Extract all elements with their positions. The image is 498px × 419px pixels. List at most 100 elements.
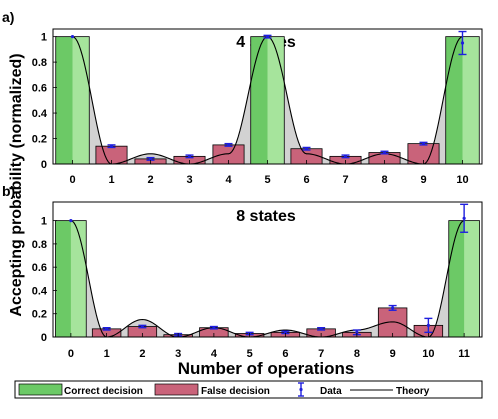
y-tick-label: 0.2 [32,134,47,146]
data-marker [421,142,426,146]
x-tick-label: 6 [303,174,309,186]
x-tick-label: 5 [264,174,270,186]
data-point [224,142,233,147]
x-tick-label: 10 [422,348,434,360]
data-point [302,146,311,151]
y-tick-label: 0.4 [32,108,48,120]
legend-correct-swatch [18,383,63,396]
y-tick-label: 0.2 [32,309,47,321]
y-tick-label: 1 [41,32,47,44]
y-tick-label: 1 [41,216,47,228]
x-tick-label: 5 [247,348,253,360]
x-tick-label: 2 [139,348,145,360]
x-tick-label: 7 [342,174,348,186]
bar-correct-highlight [267,36,285,164]
data-marker [391,306,395,310]
x-tick-label: 8 [354,348,360,360]
x-tick-label: 11 [458,348,470,360]
data-point [281,330,290,335]
x-axis-label: Number of operations [178,359,355,378]
data-marker [70,35,75,39]
x-tick-label: 9 [420,174,426,186]
bar-correct-highlight [462,36,480,164]
y-axis-label: Accepting probability (normalized) [8,53,25,316]
y-tick-label: 0 [41,332,47,344]
theory-line [70,220,465,338]
panel-a-marks: 00.20.40.60.810 1 2 3 4 5 6 7 8 9 10 [32,28,483,186]
y-tick-label: 0.4 [32,285,48,297]
data-marker [462,216,466,220]
x-tick-label: 0 [68,348,74,360]
bar-correct-highlight [70,220,87,337]
y-tick-label: 0.6 [32,262,47,274]
y-tick-label: 0.8 [32,239,47,251]
data-marker [69,219,73,223]
data-point [107,144,116,149]
data-point [102,326,111,331]
legend: Correct decision False decision Data The… [14,380,483,399]
data-marker [460,41,465,45]
legend-data-label: Data [320,386,342,397]
x-tick-label: 4 [225,174,232,186]
x-tick-label: 2 [147,174,153,186]
x-tick-label: 10 [456,174,468,186]
data-marker [265,35,270,39]
data-point [424,317,433,334]
data-point [460,203,469,233]
bar-correct-highlight [72,36,90,164]
data-marker [226,143,231,147]
x-tick-label: 3 [175,348,181,360]
data-point [185,154,194,159]
y-tick-label: 0.8 [32,57,47,69]
legend-box [14,380,483,399]
data-point [388,304,397,311]
data-point [263,34,272,39]
data-point [380,150,389,155]
data-point [419,141,428,146]
y-tick-label: 0.6 [32,83,47,95]
data-marker [319,327,323,331]
panel-b-label: b) [2,183,15,199]
data-point [138,324,147,329]
y-tick-label: 0 [41,159,47,171]
data-marker [304,147,309,151]
data-marker [212,326,216,330]
x-tick-label: 1 [108,174,114,186]
panel-a-label: a) [2,9,14,25]
x-tick-label: 7 [318,348,324,360]
legend-data-marker [298,382,304,397]
x-tick-label: 4 [211,348,218,360]
data-marker [140,324,144,329]
bar-false [377,307,408,338]
data-marker [343,154,348,158]
x-tick-label: 6 [282,348,288,360]
x-tick-label: 9 [390,348,396,360]
data-marker [109,144,114,148]
data-marker [426,323,430,327]
legend-false-swatch [154,383,199,396]
legend-theory-label: Theory [396,386,430,397]
panel-b: b) 8 states 00.20.40.60.810 1 2 3 4 5 6 7 8 9 10 11 [2,183,483,360]
data-point [209,325,218,330]
panel-b-marks: 00.20.40.60.810 1 2 3 4 5 6 7 8 9 10 11 [32,201,483,360]
data-marker [187,154,192,158]
data-point [70,35,75,39]
data-marker [382,150,387,155]
bar-correct-highlight [464,220,480,337]
data-marker [283,330,287,334]
x-tick-label: 0 [69,174,75,186]
data-marker [105,327,109,331]
data-point [69,219,73,223]
legend-correct-label: Correct decision [64,386,143,397]
panel-b-title: 8 states [236,208,296,225]
x-tick-label: 3 [186,174,192,186]
data-marker [355,330,359,334]
legend-false-label: False decision [201,386,270,397]
data-point [341,154,350,159]
x-tick-label: 8 [381,174,387,186]
axes-frame [52,201,483,338]
data-point [317,326,326,331]
data-marker [148,157,153,161]
